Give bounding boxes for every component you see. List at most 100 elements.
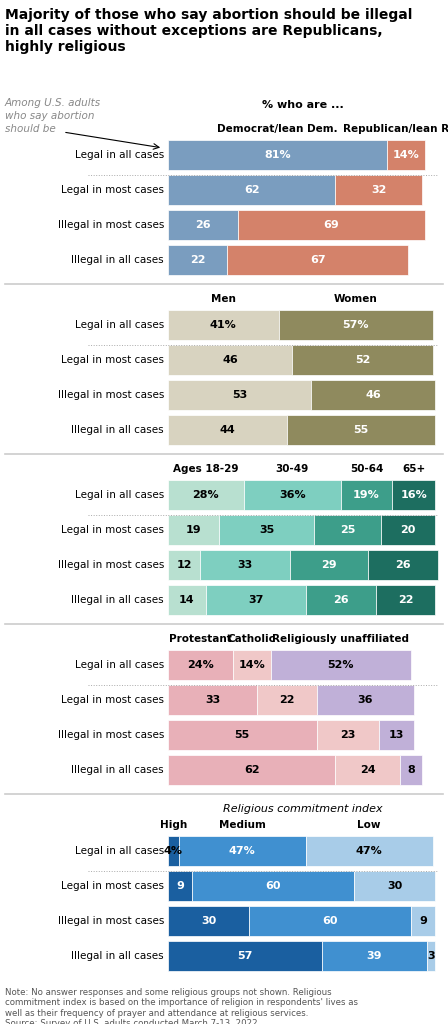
FancyBboxPatch shape [200, 550, 289, 580]
Text: Illegal in most cases: Illegal in most cases [58, 220, 164, 230]
Text: 30-49: 30-49 [276, 464, 309, 474]
FancyBboxPatch shape [228, 245, 408, 275]
Text: 26: 26 [395, 560, 411, 570]
FancyBboxPatch shape [387, 140, 425, 170]
Text: Illegal in most cases: Illegal in most cases [58, 560, 164, 570]
Text: Legal in most cases: Legal in most cases [61, 355, 164, 365]
Text: Note: No answer responses and some religious groups not shown. Religious
commitm: Note: No answer responses and some relig… [5, 988, 358, 1024]
Text: 69: 69 [323, 220, 339, 230]
Text: 37: 37 [248, 595, 263, 605]
FancyBboxPatch shape [220, 515, 314, 545]
FancyBboxPatch shape [257, 685, 316, 715]
Text: Medium: Medium [219, 820, 266, 830]
FancyBboxPatch shape [168, 175, 336, 205]
Text: 9: 9 [419, 916, 427, 926]
FancyBboxPatch shape [168, 480, 244, 510]
Text: 50-64: 50-64 [350, 464, 383, 474]
FancyBboxPatch shape [168, 871, 192, 901]
FancyBboxPatch shape [368, 550, 438, 580]
FancyBboxPatch shape [179, 836, 306, 866]
FancyBboxPatch shape [168, 685, 257, 715]
Text: 67: 67 [310, 255, 326, 265]
Text: 36: 36 [358, 695, 373, 705]
Text: Legal in most cases: Legal in most cases [61, 695, 164, 705]
Text: Democrat/lean Dem.: Democrat/lean Dem. [217, 124, 338, 134]
Text: Legal in all cases: Legal in all cases [75, 319, 164, 330]
Text: Women: Women [334, 294, 378, 304]
Text: 30: 30 [387, 881, 402, 891]
Text: 24%: 24% [187, 660, 214, 670]
Text: 65+: 65+ [402, 464, 425, 474]
Text: 14%: 14% [238, 660, 265, 670]
FancyBboxPatch shape [292, 345, 433, 375]
Text: 46: 46 [365, 390, 381, 400]
Text: 19: 19 [186, 525, 202, 535]
Text: who say abortion: who say abortion [5, 111, 95, 121]
FancyBboxPatch shape [336, 175, 422, 205]
Text: Illegal in all cases: Illegal in all cases [71, 765, 164, 775]
Text: 55: 55 [353, 425, 369, 435]
FancyBboxPatch shape [306, 836, 433, 866]
Text: 46: 46 [222, 355, 238, 365]
Text: 22: 22 [279, 695, 294, 705]
FancyBboxPatch shape [379, 720, 414, 750]
FancyBboxPatch shape [316, 720, 379, 750]
FancyBboxPatch shape [168, 755, 336, 785]
Text: High: High [160, 820, 187, 830]
Text: should be: should be [5, 124, 56, 134]
FancyBboxPatch shape [249, 906, 411, 936]
Text: Legal in all cases: Legal in all cases [75, 846, 164, 856]
Text: Legal in most cases: Legal in most cases [61, 185, 164, 195]
Text: 3: 3 [427, 951, 435, 961]
FancyBboxPatch shape [400, 755, 422, 785]
FancyBboxPatch shape [168, 906, 249, 936]
FancyBboxPatch shape [168, 245, 228, 275]
Text: Among U.S. adults: Among U.S. adults [5, 98, 101, 108]
Text: 14: 14 [179, 595, 195, 605]
Text: 4%: 4% [164, 846, 183, 856]
Text: Illegal in all cases: Illegal in all cases [71, 255, 164, 265]
Text: 22: 22 [190, 255, 206, 265]
Text: Illegal in most cases: Illegal in most cases [58, 916, 164, 926]
FancyBboxPatch shape [168, 140, 387, 170]
FancyBboxPatch shape [168, 380, 311, 410]
FancyBboxPatch shape [381, 515, 435, 545]
FancyBboxPatch shape [311, 380, 435, 410]
Text: 60: 60 [322, 916, 338, 926]
Text: 19%: 19% [353, 490, 380, 500]
Text: Legal in most cases: Legal in most cases [61, 525, 164, 535]
FancyBboxPatch shape [279, 310, 433, 340]
Text: Majority of those who say abortion should be illegal
in all cases without except: Majority of those who say abortion shoul… [5, 8, 412, 54]
Text: Illegal in all cases: Illegal in all cases [71, 425, 164, 435]
Text: 8: 8 [407, 765, 415, 775]
FancyBboxPatch shape [306, 585, 376, 615]
Text: 14%: 14% [392, 150, 419, 160]
FancyBboxPatch shape [233, 650, 271, 680]
Text: 26: 26 [333, 595, 349, 605]
Text: 30: 30 [201, 916, 216, 926]
FancyBboxPatch shape [392, 480, 435, 510]
Text: 47%: 47% [229, 846, 256, 856]
Text: 22: 22 [398, 595, 414, 605]
Text: 62: 62 [244, 185, 259, 195]
Text: Legal in all cases: Legal in all cases [75, 490, 164, 500]
FancyBboxPatch shape [314, 515, 381, 545]
FancyBboxPatch shape [376, 585, 435, 615]
Text: 81%: 81% [264, 150, 291, 160]
Text: Illegal in most cases: Illegal in most cases [58, 730, 164, 740]
Text: 23: 23 [340, 730, 355, 740]
Text: Illegal in all cases: Illegal in all cases [71, 595, 164, 605]
FancyBboxPatch shape [168, 941, 322, 971]
Text: 26: 26 [195, 220, 211, 230]
Text: 62: 62 [244, 765, 259, 775]
Text: Illegal in all cases: Illegal in all cases [71, 951, 164, 961]
Text: 57: 57 [237, 951, 253, 961]
FancyBboxPatch shape [168, 345, 292, 375]
FancyBboxPatch shape [411, 906, 435, 936]
Text: 52: 52 [355, 355, 370, 365]
Text: Legal in all cases: Legal in all cases [75, 150, 164, 160]
Text: 9: 9 [176, 881, 184, 891]
Text: 36%: 36% [279, 490, 306, 500]
Text: 13: 13 [388, 730, 404, 740]
FancyBboxPatch shape [427, 941, 435, 971]
